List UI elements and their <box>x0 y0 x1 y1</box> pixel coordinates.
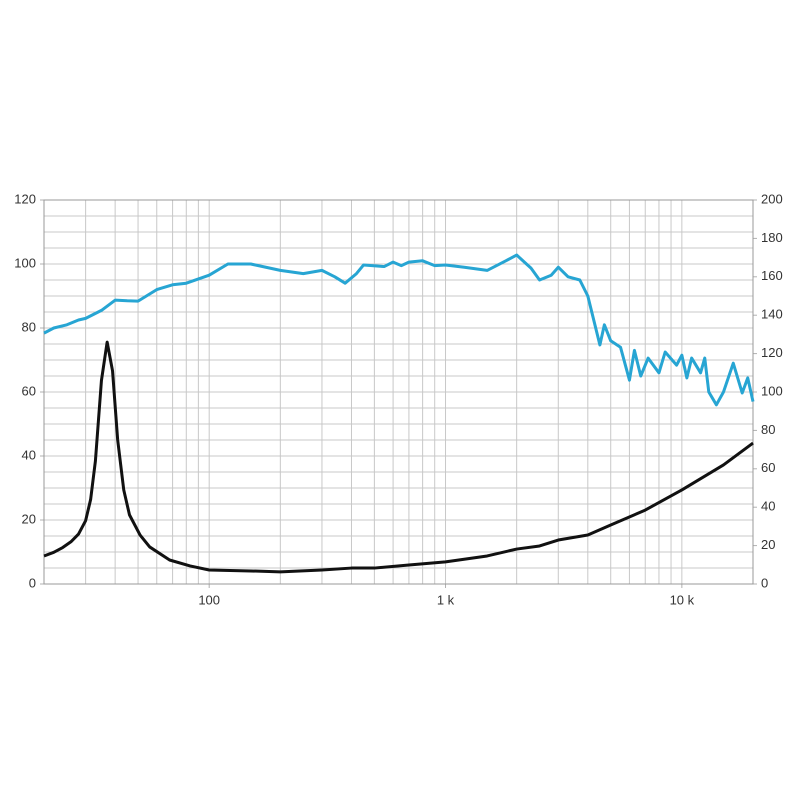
y-tick-label: 100 <box>14 255 36 270</box>
y2-tick-label: 140 <box>761 307 783 322</box>
y2-tick-label: 100 <box>761 383 783 398</box>
plot-frame <box>43 199 754 585</box>
y-tick-label: 0 <box>29 575 36 590</box>
y2-tick-label: 180 <box>761 230 783 245</box>
y2-tick-label: 120 <box>761 345 783 360</box>
y2-tick-label: 60 <box>761 460 775 475</box>
x-tick-label: 1 k <box>437 592 455 607</box>
y2-tick-label: 20 <box>761 537 775 552</box>
series-line <box>43 340 754 574</box>
y-tick-label: 40 <box>22 447 36 462</box>
y-tick-label: 20 <box>22 511 36 526</box>
y-tick-label: 60 <box>22 383 36 398</box>
y2-tick-label: 40 <box>761 499 775 514</box>
series-line <box>43 253 755 407</box>
x-tick-label: 100 <box>198 592 220 607</box>
y2-tick-label: 200 <box>761 191 783 206</box>
x-tick-label: 10 k <box>670 592 695 607</box>
y-tick-label: 80 <box>22 319 36 334</box>
y-tick-label: 120 <box>14 191 36 206</box>
y2-tick-label: 80 <box>761 422 775 437</box>
y2-tick-label: 160 <box>761 268 783 283</box>
y2-tick-label: 0 <box>761 575 768 590</box>
